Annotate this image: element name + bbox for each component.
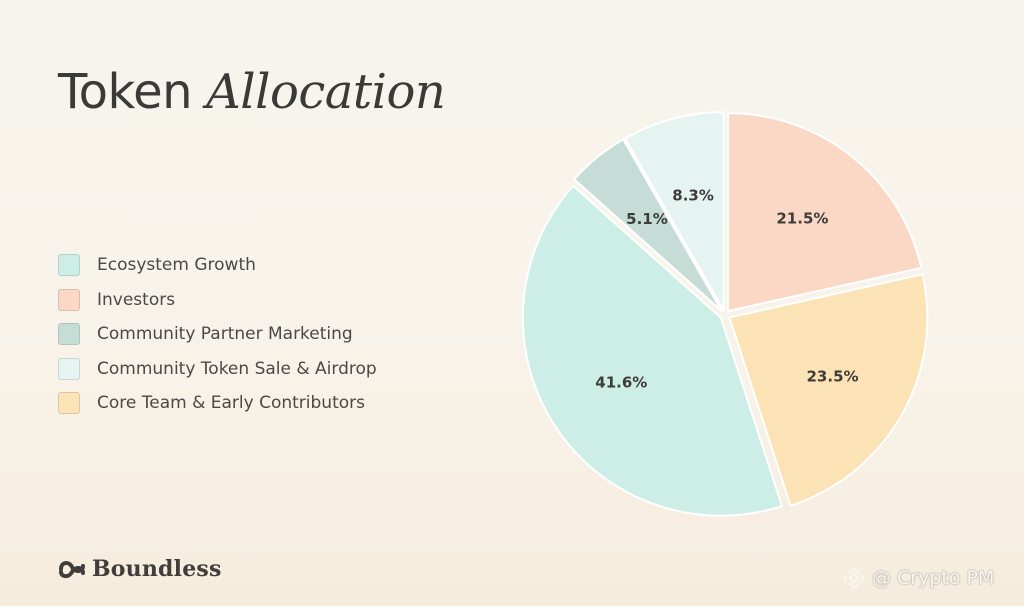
- legend-item-community-token-sale: Community Token Sale & Airdrop: [58, 352, 377, 387]
- pie-slice-community-partner-marketing: [573, 138, 723, 313]
- pie-chart: 21.5% 23.5% 41.6% 5.1%8.3%: [521, 111, 929, 517]
- legend-swatch: [58, 357, 80, 380]
- legend-label: Core Team & Early Contributors: [97, 393, 365, 414]
- legend-swatch: [58, 288, 80, 311]
- slice-label: 41.6%: [595, 374, 647, 392]
- watermark: @ Crypto PM: [842, 566, 994, 590]
- legend-label: Ecosystem Growth: [97, 255, 256, 276]
- slice-label: 23.5%: [807, 367, 859, 385]
- chart-legend: Ecosystem Growth Investors Community Par…: [58, 248, 377, 421]
- legend-item-investors: Investors: [58, 283, 377, 318]
- boundless-logo-icon: [59, 561, 85, 579]
- pie-slice-investors: [727, 112, 923, 313]
- page-title: Token Allocation: [58, 64, 446, 120]
- pie-slice-community-token-sale-airdrop: [624, 111, 725, 312]
- legend-swatch: [58, 392, 80, 415]
- legend-swatch: [58, 254, 80, 277]
- pie-slice-core-team-early-contributors: [728, 273, 929, 507]
- watermark-text: @ Crypto PM: [872, 567, 995, 589]
- slice-label: 21.5%: [776, 209, 828, 227]
- legend-label: Community Token Sale & Airdrop: [97, 358, 377, 379]
- brand-logo: Boundless: [58, 556, 222, 582]
- brand-name: Boundless: [92, 556, 222, 582]
- title-italic: Allocation: [206, 64, 446, 120]
- legend-swatch: [58, 323, 80, 346]
- legend-label: Community Partner Marketing: [97, 324, 353, 345]
- slice-label: 5.1%: [626, 210, 668, 228]
- binance-logo-icon: [843, 567, 865, 589]
- legend-item-community-partner-marketing: Community Partner Marketing: [58, 317, 377, 352]
- title-main: Token: [58, 64, 193, 120]
- legend-item-core-team: Core Team & Early Contributors: [58, 386, 377, 421]
- legend-label: Investors: [97, 289, 176, 310]
- legend-item-ecosystem-growth: Ecosystem Growth: [58, 248, 377, 283]
- pie-slice-ecosystem-growth: [521, 184, 783, 517]
- slice-label: 8.3%: [672, 186, 714, 204]
